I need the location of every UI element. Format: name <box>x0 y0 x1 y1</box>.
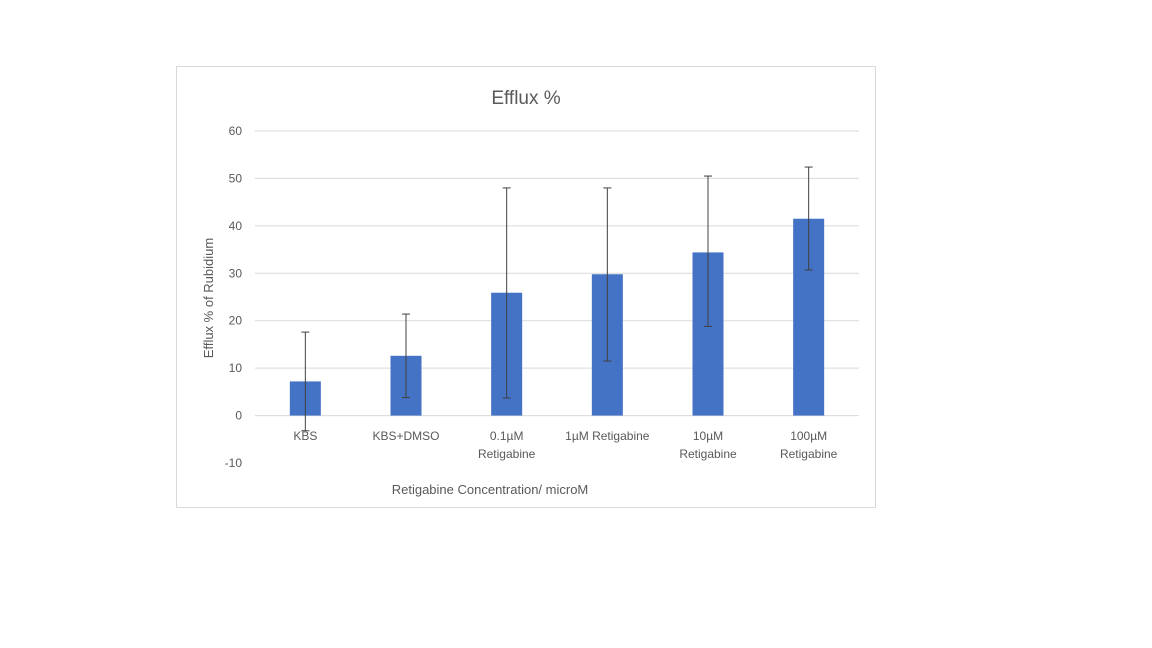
x-category-label: 100µM <box>790 429 827 443</box>
x-category-label: KBS+DMSO <box>372 429 439 443</box>
x-axis-title: Retigabine Concentration/ microM <box>392 482 589 497</box>
x-category-label: Retigabine <box>780 447 838 461</box>
chart-area <box>176 66 876 508</box>
y-tick-label: 40 <box>229 219 243 233</box>
y-tick-label: 30 <box>229 266 243 280</box>
y-tick-label: 60 <box>229 124 243 138</box>
error-bars <box>301 166 813 432</box>
x-category-label: 10µM <box>693 429 723 443</box>
y-tick-label: 50 <box>229 171 243 185</box>
x-axis-categories: KBS KBS+DMSO 0.1µM Retigabine 1µM Retigabine… <box>293 429 837 461</box>
gridlines <box>255 130 859 417</box>
x-category-label: KBS <box>293 429 317 443</box>
x-category-label: 1µM Retigabine <box>565 429 650 443</box>
y-tick-label: 20 <box>229 314 243 328</box>
chart-title: Efflux % <box>491 88 560 109</box>
x-category-label: Retigabine <box>478 447 536 461</box>
y-tick-label: -10 <box>225 456 243 470</box>
y-tick-label: 0 <box>235 409 242 423</box>
x-category-label: Retigabine <box>679 447 737 461</box>
y-axis-ticks: 60 50 40 30 20 10 0 -10 <box>225 124 243 470</box>
y-axis-title: Efflux % of Rubidium <box>201 238 216 358</box>
x-category-label: 0.1µM <box>490 429 524 443</box>
bars <box>289 218 825 416</box>
y-tick-label: 10 <box>229 361 243 375</box>
